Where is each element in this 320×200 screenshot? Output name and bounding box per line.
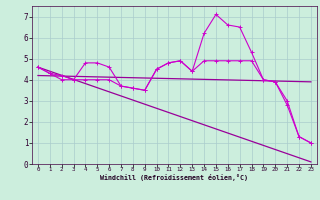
X-axis label: Windchill (Refroidissement éolien,°C): Windchill (Refroidissement éolien,°C) [100, 174, 248, 181]
